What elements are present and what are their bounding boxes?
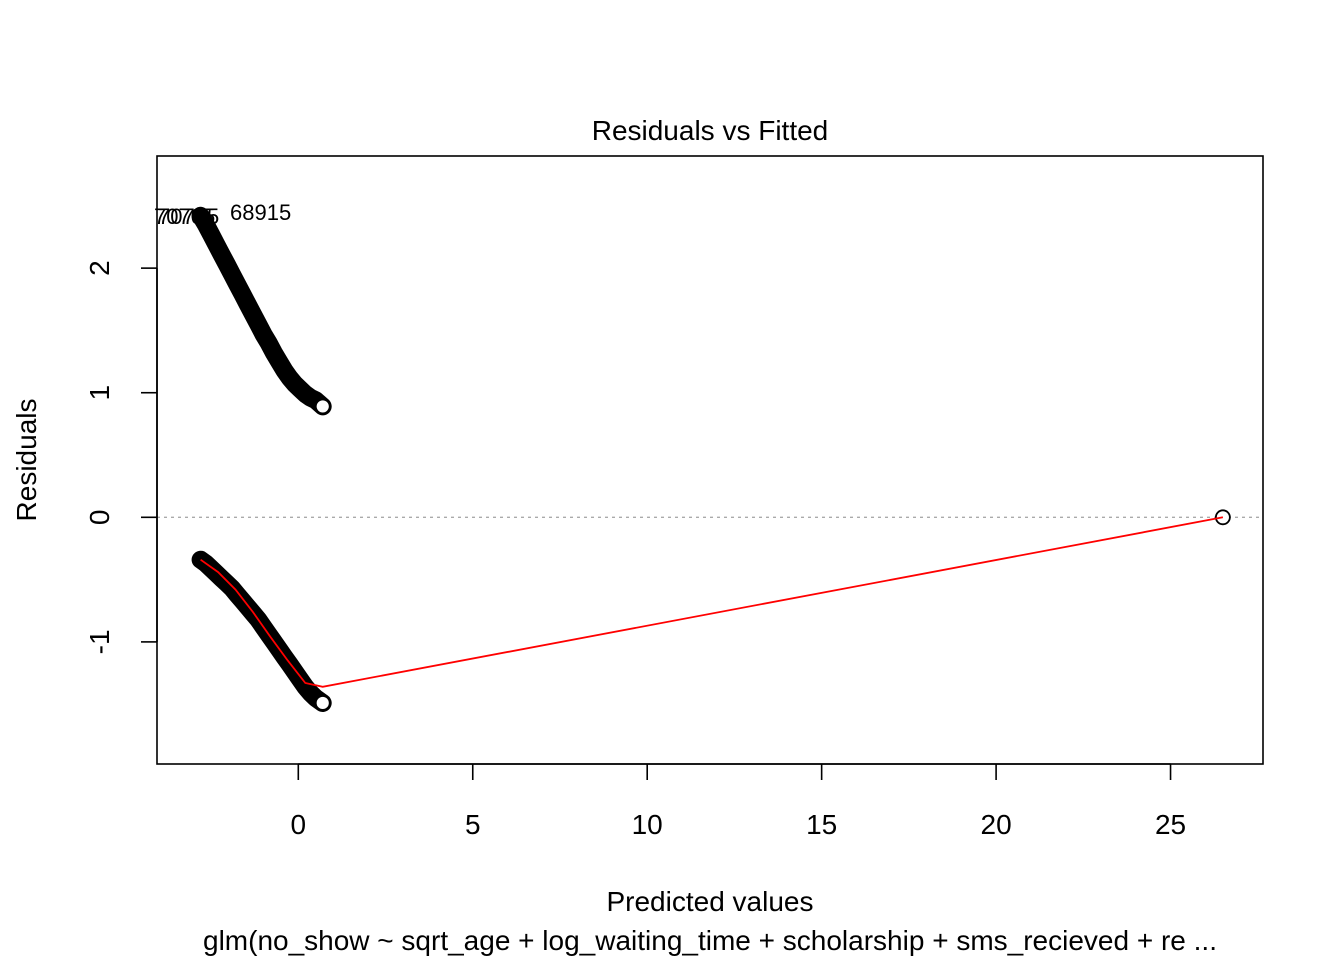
point-label: 70705 (158, 204, 219, 229)
x-tick-label: 25 (1155, 809, 1186, 840)
x-tick-label: 20 (981, 809, 1012, 840)
x-tick-label: 5 (465, 809, 481, 840)
y-tick-label: 0 (84, 510, 115, 526)
point-label: 70705 (154, 204, 215, 229)
data-point (314, 695, 331, 711)
x-tick-label: 15 (806, 809, 837, 840)
x-tick-label: 0 (291, 809, 307, 840)
plot-frame (156, 155, 1264, 765)
y-axis-label: Residuals (11, 399, 42, 522)
y-tick-label: 1 (84, 385, 115, 401)
chart-subtitle: glm(no_show ~ sqrt_age + log_waiting_tim… (203, 925, 1217, 956)
smoother-line (200, 516, 1224, 688)
x-axis-label: Predicted values (606, 886, 813, 917)
y-tick-label: 2 (84, 260, 115, 276)
x-tick-label: 10 (632, 809, 663, 840)
data-point (314, 398, 331, 415)
chart-title: Residuals vs Fitted (592, 115, 829, 146)
y-tick-label: -1 (84, 629, 115, 654)
point-label: 68915 (230, 200, 291, 225)
